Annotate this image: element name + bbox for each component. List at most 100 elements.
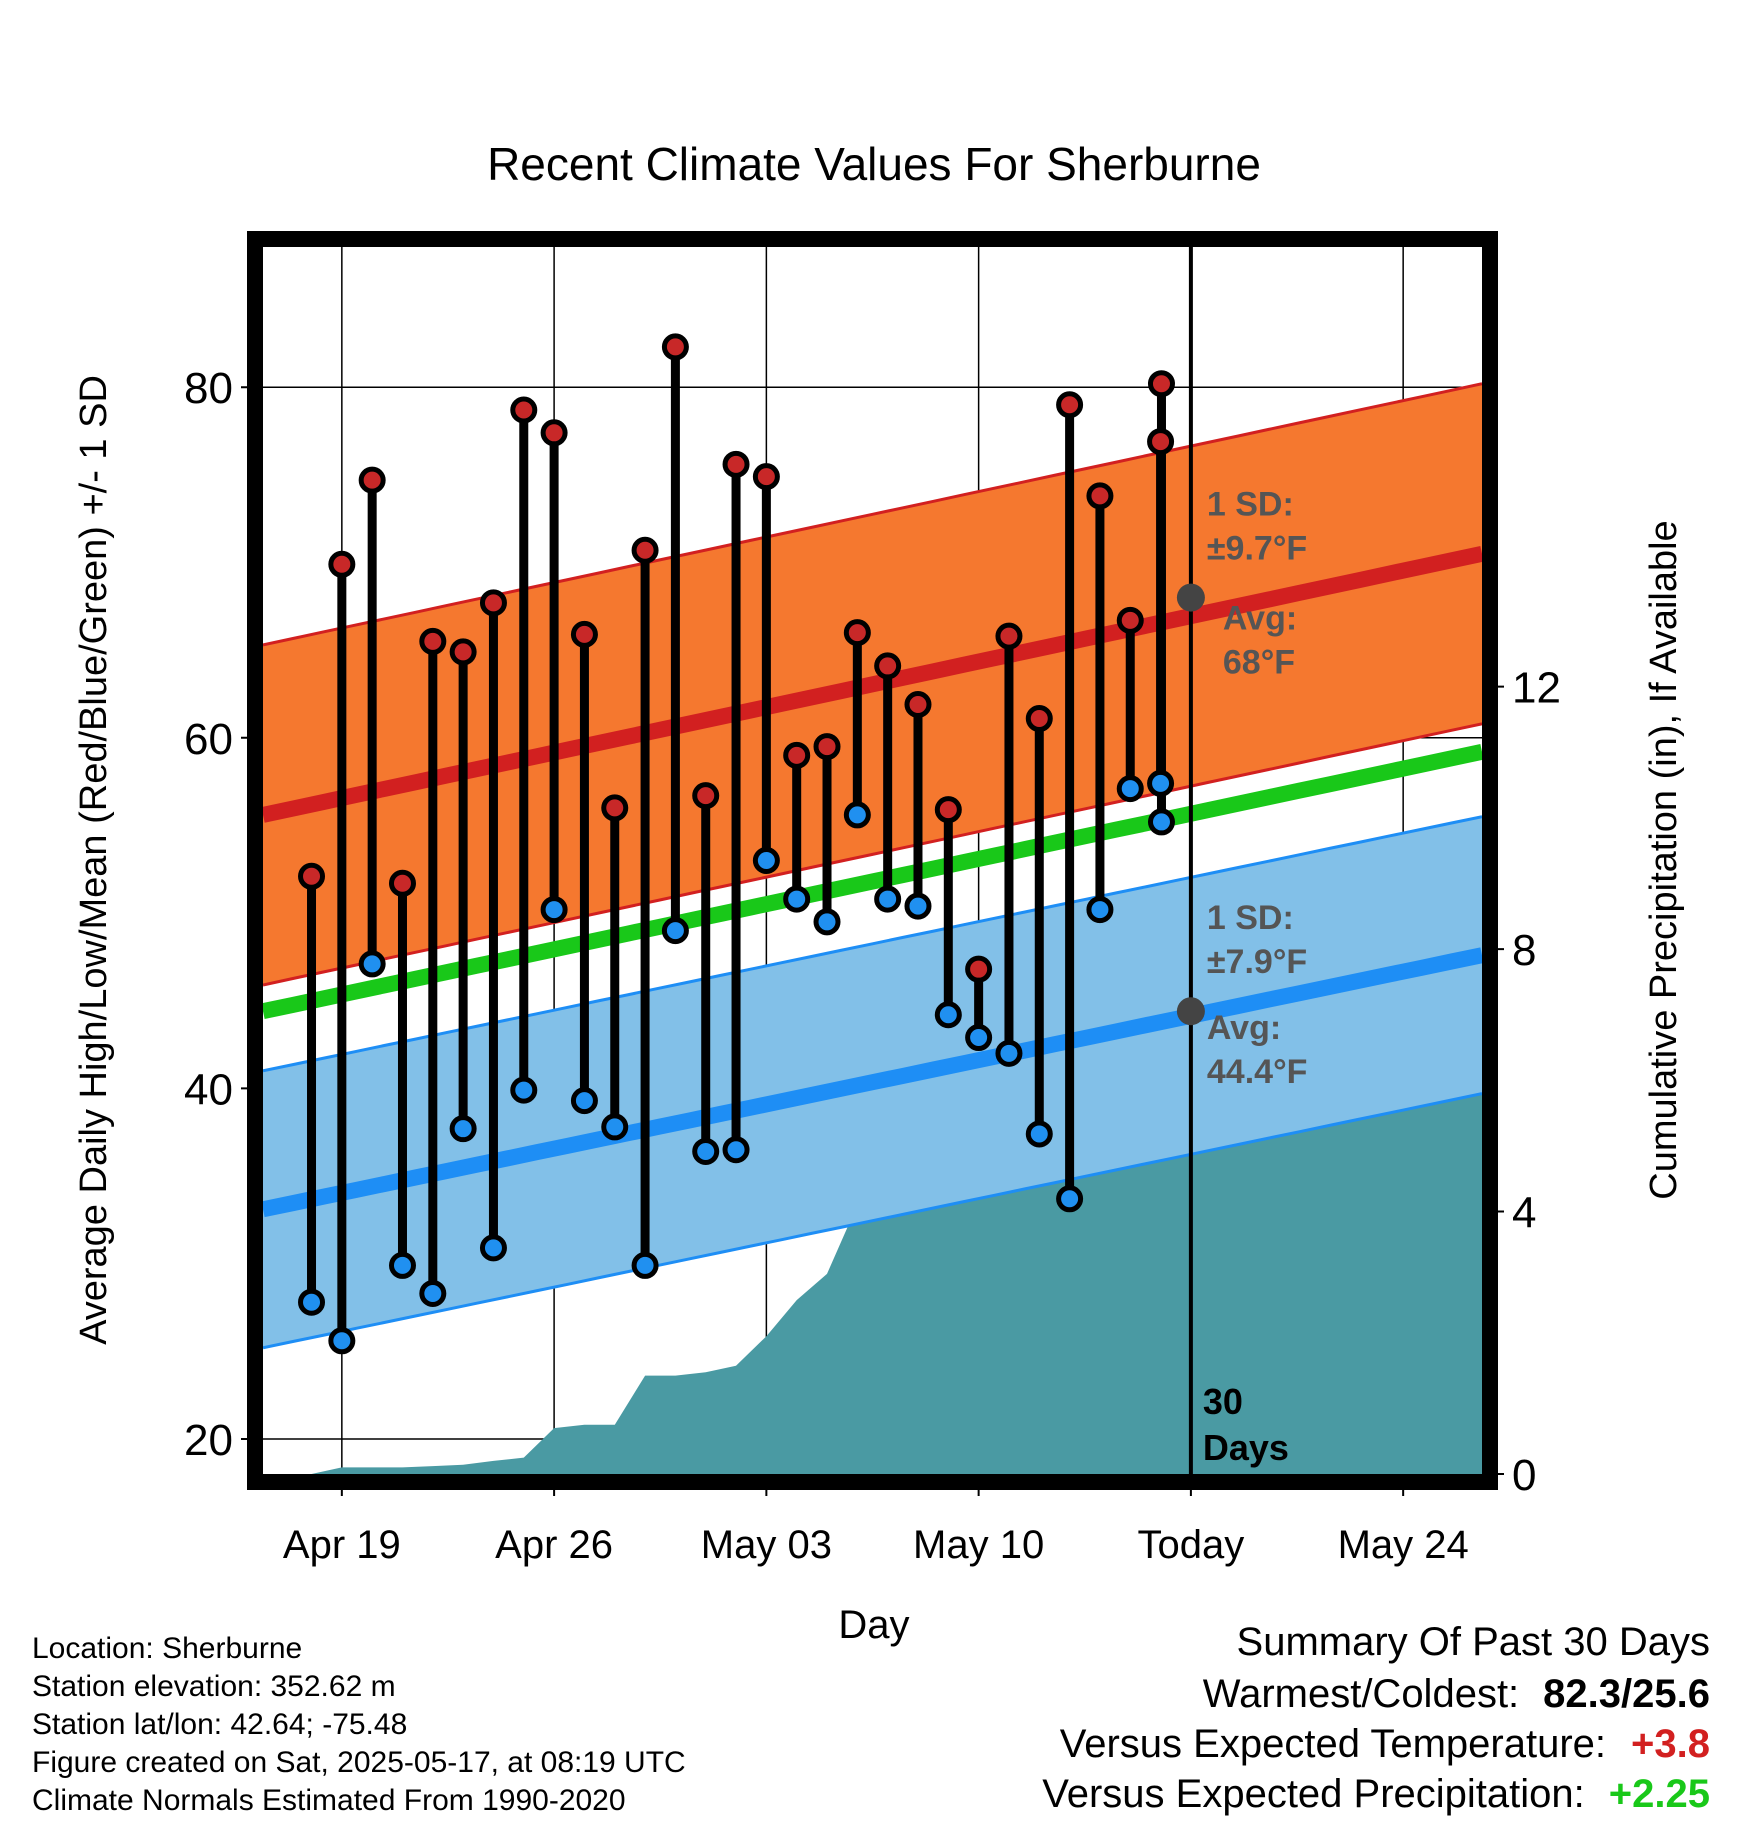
x-tick-label: May 24: [1338, 1523, 1469, 1567]
temp-anomaly-value: +3.8: [1631, 1722, 1710, 1766]
daily-low-point: [1147, 808, 1175, 836]
observed-series: [298, 333, 1175, 1355]
y-tick-label-left: 20: [184, 1416, 233, 1465]
daily-high-point: [1025, 705, 1053, 733]
daily-low-point: [510, 1076, 538, 1104]
daily-high-point: [874, 652, 902, 680]
low-sd-label: 1 SD:: [1207, 899, 1294, 937]
today-days-number: 30: [1203, 1381, 1243, 1422]
daily-low-point: [752, 847, 780, 874]
daily-low-point: [449, 1115, 477, 1143]
normal-low-line: [263, 947, 1482, 1218]
x-tick-label: Apr 26: [495, 1523, 613, 1567]
daily-high-point: [570, 620, 598, 648]
high-sd-upper-edge: [263, 382, 1482, 647]
low-sd-value: ±7.9°F: [1207, 943, 1307, 981]
daily-high-point: [1147, 428, 1175, 456]
daily-high-point: [419, 627, 447, 655]
elevation-text: Station elevation: 352.62 m: [32, 1670, 396, 1703]
daily-high-point: [328, 550, 356, 578]
y-tick-label-left: 40: [184, 1065, 233, 1114]
daily-low-point: [904, 892, 932, 920]
y-tick-label-left: 60: [184, 715, 233, 764]
daily-low-point: [722, 1136, 750, 1164]
daily-low-point: [1116, 775, 1144, 803]
daily-low-point: [843, 801, 871, 829]
daily-low-point: [388, 1251, 416, 1279]
daily-low-point: [1056, 1185, 1084, 1213]
daily-high-point: [631, 536, 659, 564]
low-avg-label: Avg:: [1207, 1009, 1281, 1047]
precip-anomaly-label: Versus Expected Precipitation:: [1042, 1772, 1585, 1816]
daily-high-point: [298, 862, 326, 890]
daily-high-point: [1147, 370, 1175, 398]
high-sd-value: ±9.7°F: [1207, 530, 1307, 568]
high-avg-marker: [1176, 583, 1205, 612]
daily-low-point: [934, 1001, 962, 1029]
daily-high-point: [752, 463, 780, 491]
daily-high-point: [449, 638, 477, 666]
high-avg-label: Avg:: [1223, 600, 1297, 638]
daily-high-point: [843, 619, 871, 647]
daily-low-point: [661, 917, 689, 945]
x-tick-label: May 10: [913, 1523, 1044, 1567]
x-tick-label: Apr 19: [283, 1523, 401, 1567]
daily-high-point: [1086, 482, 1114, 510]
daily-low-point: [479, 1234, 507, 1262]
daily-low-point: [1147, 769, 1175, 797]
low-avg-value: 44.4°F: [1207, 1053, 1308, 1091]
low-sd-lower-edge: [263, 1092, 1482, 1350]
daily-low-point: [965, 1024, 993, 1052]
daily-low-point: [995, 1039, 1023, 1067]
daily-low-point: [601, 1113, 629, 1141]
y-tick-label-left: 80: [184, 364, 233, 413]
chart-title: Recent Climate Values For Sherburne: [487, 138, 1261, 190]
location-text: Location: Sherburne: [32, 1632, 303, 1665]
daily-high-point: [661, 333, 689, 361]
daily-high-point: [995, 622, 1023, 650]
y-tick-label-right: 12: [1512, 664, 1561, 713]
daily-low-point: [783, 885, 811, 913]
daily-high-point: [692, 782, 720, 810]
plot-area: 1 SD: ±9.7°F Avg: 68°F 1 SD: ±7.9°F Avg: 44.4°F…: [184, 231, 1561, 1567]
normals-text: Climate Normals Estimated From 1990-2020: [32, 1784, 626, 1817]
high-avg-value: 68°F: [1223, 644, 1295, 682]
daily-high-point: [783, 741, 811, 769]
y-tick-label-right: 8: [1512, 926, 1536, 975]
daily-low-point: [419, 1279, 447, 1307]
daily-high-point: [540, 419, 568, 447]
temp-anomaly-label: Versus Expected Temperature:: [1059, 1722, 1606, 1766]
daily-high-point: [1116, 606, 1144, 634]
warm-cold-label: Warmest/Coldest:: [1202, 1672, 1520, 1716]
daily-low-point: [570, 1087, 598, 1115]
daily-high-point: [722, 450, 750, 478]
precip-area: [281, 1083, 1482, 1474]
x-axis-label: Day: [838, 1603, 909, 1647]
today-days-word: Days: [1203, 1427, 1289, 1468]
high-sd-label: 1 SD:: [1207, 486, 1294, 524]
daily-high-point: [388, 869, 416, 897]
plot-clipped: [263, 247, 1482, 1474]
daily-high-point: [934, 796, 962, 824]
warm-cold-value: 82.3/25.6: [1543, 1672, 1710, 1716]
y-tick-label-right: 4: [1512, 1189, 1536, 1238]
precip-anomaly-value: +2.25: [1608, 1772, 1710, 1816]
y-tick-label-right: 0: [1512, 1451, 1536, 1500]
x-tick-label: Today: [1138, 1523, 1245, 1567]
summary-title: Summary Of Past 30 Days: [1236, 1620, 1710, 1664]
created-text: Figure created on Sat, 2025-05-17, at 08…: [32, 1746, 686, 1779]
y-axis-label-right: Cumulative Precipitation (in), If Availa…: [1643, 520, 1685, 1199]
x-tick-label: May 03: [701, 1523, 832, 1567]
daily-high-point: [358, 466, 386, 494]
daily-high-point: [510, 396, 538, 424]
daily-low-point: [631, 1251, 659, 1279]
daily-high-point: [965, 955, 993, 983]
daily-low-point: [298, 1288, 326, 1316]
daily-high-point: [479, 589, 507, 617]
low-avg-marker: [1176, 997, 1205, 1026]
daily-low-point: [692, 1137, 720, 1165]
daily-high-point: [904, 690, 932, 718]
daily-high-point: [601, 794, 629, 822]
daily-low-point: [540, 896, 568, 924]
daily-high-point: [813, 733, 841, 761]
